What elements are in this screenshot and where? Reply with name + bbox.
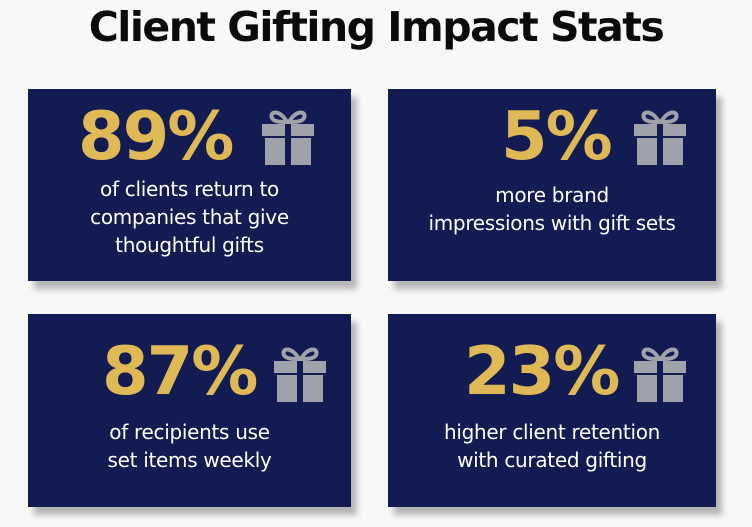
page-title: Client Gifting Impact Stats [88, 3, 665, 51]
stat-description: of recipients use set items weekly [28, 418, 351, 474]
stat-description: higher client retention with curated gif… [388, 418, 716, 474]
description-line: with curated gifting [457, 448, 647, 472]
stat-value: 23% [464, 332, 620, 410]
stat-value: 5% [501, 97, 613, 175]
stat-card-weekly-usage: 87% of recipients use set items weekly [28, 314, 351, 507]
description-line: more brand [495, 183, 609, 207]
gift-icon [274, 347, 326, 402]
description-line: impressions with gift sets [428, 211, 676, 235]
gift-icon [634, 347, 686, 402]
description-line: set items weekly [107, 448, 272, 472]
stat-value: 89% [78, 97, 234, 175]
description-line: higher client retention [443, 420, 661, 444]
stat-value: 87% [102, 332, 258, 410]
description-line: companies that give [90, 205, 289, 229]
description-line: of recipients use [109, 420, 270, 444]
stat-card-returning-clients: 89% of clients return to companies that … [28, 89, 351, 281]
stat-card-client-retention: 23% higher client retention with curated… [388, 314, 716, 507]
stat-card-brand-impressions: 5% more brand impressions with gift sets [388, 89, 716, 281]
gift-icon [262, 110, 314, 165]
gift-icon [634, 110, 686, 165]
stat-description: more brand impressions with gift sets [388, 181, 716, 237]
description-line: thoughtful gifts [115, 233, 264, 257]
stat-description: of clients return to companies that give… [28, 175, 351, 259]
description-line: of clients return to [100, 177, 279, 201]
